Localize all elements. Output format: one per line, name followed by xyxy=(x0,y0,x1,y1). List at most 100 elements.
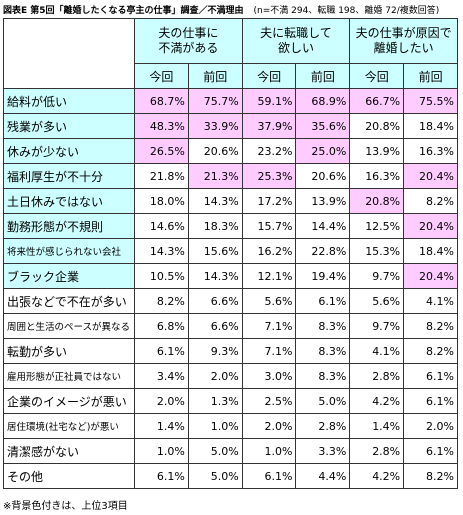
value-cell: 16.2% xyxy=(241,238,297,264)
value-cell: 12.5% xyxy=(349,213,405,239)
data-row: 勤務形態が不規則 14.6% 18.3% 15.7% 14.4% 12.5% 20.4% xyxy=(3,213,458,239)
data-row: 雇用形態が正社員ではない 3.4% 2.0% 3.0% 8.3% 2.8% 6.1% xyxy=(3,363,458,389)
value-cell: 13.9% xyxy=(349,138,405,164)
row-label: 清潔感がない xyxy=(3,438,135,464)
value-cell: 17.2% xyxy=(241,188,297,214)
value-cell: 2.0% xyxy=(187,363,243,389)
value-cell: 14.3% xyxy=(187,188,243,214)
sample-note: (n=不満 294、転職 198、離婚 72/複数回答) xyxy=(253,6,440,16)
group-header: 夫に転職して 欲しい xyxy=(241,18,351,64)
value-cell: 2.0% xyxy=(241,413,297,439)
subheader: 前回 xyxy=(295,63,351,89)
value-cell: 6.1% xyxy=(295,288,351,314)
value-cell: 5.0% xyxy=(187,463,243,489)
value-cell: 5.0% xyxy=(187,438,243,464)
value-cell: 15.6% xyxy=(187,238,243,264)
value-cell: 15.3% xyxy=(349,238,405,264)
data-row: 転勤が多い 6.1% 9.3% 7.1% 8.3% 4.1% 8.2% xyxy=(3,338,458,364)
data-row: ブラック企業 10.5% 14.3% 12.1% 19.4% 9.7% 20.4% xyxy=(3,263,458,289)
value-cell: 2.5% xyxy=(241,388,297,414)
value-cell: 37.9% xyxy=(241,113,297,139)
value-cell: 8.3% xyxy=(295,313,351,339)
row-label: 出張などで不在が多い xyxy=(3,288,135,314)
row-label: 居住環境(社宅など)が悪い xyxy=(3,413,135,439)
value-cell: 8.2% xyxy=(403,313,458,339)
value-cell: 1.0% xyxy=(134,438,189,464)
value-cell: 59.1% xyxy=(241,88,297,114)
value-cell: 9.7% xyxy=(349,313,405,339)
data-row: 企業のイメージが悪い 2.0% 1.3% 2.5% 5.0% 4.2% 6.1% xyxy=(3,388,458,414)
table: 夫の仕事に 不満がある 夫に転職して 欲しい 夫の仕事が原因で 離婚したい 今回 前回今… xyxy=(3,18,458,489)
value-cell: 20.6% xyxy=(187,138,243,164)
row-label: その他 xyxy=(3,463,135,489)
row-label: 勤務形態が不規則 xyxy=(3,213,135,239)
value-cell: 2.8% xyxy=(295,413,351,439)
value-cell: 21.3% xyxy=(187,163,243,189)
subheader: 前回 xyxy=(403,63,458,89)
value-cell: 6.1% xyxy=(241,463,297,489)
value-cell: 2.8% xyxy=(349,363,405,389)
value-cell: 68.7% xyxy=(134,88,189,114)
data-row: 休みが少ない 26.5% 20.6% 23.2% 25.0% 13.9% 16.3% xyxy=(3,138,458,164)
row-label: 福利厚生が不十分 xyxy=(3,163,135,189)
row-label: 雇用形態が正社員ではない xyxy=(3,363,135,389)
data-row: 清潔感がない 1.0% 5.0% 1.0% 3.3% 2.8% 6.1% xyxy=(3,438,458,464)
value-cell: 21.8% xyxy=(134,163,189,189)
value-cell: 7.1% xyxy=(241,338,297,364)
value-cell: 6.1% xyxy=(134,338,189,364)
value-cell: 1.3% xyxy=(187,388,243,414)
value-cell: 5.6% xyxy=(349,288,405,314)
value-cell: 20.4% xyxy=(403,263,458,289)
row-label: 企業のイメージが悪い xyxy=(3,388,135,414)
value-cell: 10.5% xyxy=(134,263,189,289)
data-row: 出張などで不在が多い 8.2% 6.6% 5.6% 6.1% 5.6% 4.1% xyxy=(3,288,458,314)
group-header-row: 夫の仕事に 不満がある 夫に転職して 欲しい 夫の仕事が原因で 離婚したい xyxy=(3,18,458,89)
value-cell: 2.8% xyxy=(349,438,405,464)
subheader-row: 今回 前回 今回 前回 今回 前回 xyxy=(4,63,458,89)
value-cell: 7.1% xyxy=(241,313,297,339)
value-cell: 4.2% xyxy=(349,388,405,414)
value-cell: 4.2% xyxy=(349,463,405,489)
row-label: ブラック企業 xyxy=(3,263,135,289)
value-cell: 3.4% xyxy=(134,363,189,389)
value-cell: 14.4% xyxy=(295,213,351,239)
value-cell: 6.8% xyxy=(134,313,189,339)
value-cell: 20.6% xyxy=(295,163,351,189)
value-cell: 25.3% xyxy=(241,163,297,189)
value-cell: 18.0% xyxy=(134,188,189,214)
data-row: 将来性が感じられない会社 14.3% 15.6% 16.2% 22.8% 15.3% 18.… xyxy=(3,238,458,264)
value-cell: 8.2% xyxy=(403,463,458,489)
value-cell: 8.2% xyxy=(403,188,458,214)
value-cell: 75.7% xyxy=(187,88,243,114)
value-cell: 6.1% xyxy=(403,438,458,464)
data-row: 土日休みではない 18.0% 14.3% 17.2% 13.9% 20.8% 8.2% xyxy=(3,188,458,214)
value-cell: 13.9% xyxy=(295,188,351,214)
value-cell: 4.4% xyxy=(295,463,351,489)
value-cell: 6.1% xyxy=(134,463,189,489)
value-cell: 23.2% xyxy=(241,138,297,164)
value-cell: 48.3% xyxy=(134,113,189,139)
value-cell: 16.3% xyxy=(403,138,458,164)
value-cell: 18.3% xyxy=(187,213,243,239)
value-cell: 12.1% xyxy=(241,263,297,289)
value-cell: 4.1% xyxy=(349,338,405,364)
value-cell: 18.4% xyxy=(403,113,458,139)
header: 図表E 第5回「離婚したくなる亭主の仕事」調査／不満理由 (n=不満 294、転職… xyxy=(3,3,439,16)
value-cell: 33.9% xyxy=(187,113,243,139)
value-cell: 6.6% xyxy=(187,288,243,314)
value-cell: 2.0% xyxy=(403,413,458,439)
subheader: 今回 xyxy=(134,63,189,89)
value-cell: 14.3% xyxy=(187,263,243,289)
value-cell: 8.2% xyxy=(134,288,189,314)
subheader: 今回 xyxy=(241,63,297,89)
value-cell: 3.3% xyxy=(295,438,351,464)
value-cell: 20.4% xyxy=(403,213,458,239)
value-cell: 15.7% xyxy=(241,213,297,239)
value-cell: 14.6% xyxy=(134,213,189,239)
value-cell: 68.9% xyxy=(295,88,351,114)
row-label: 給料が低い xyxy=(3,88,135,114)
data-row: 福利厚生が不十分 21.8% 21.3% 25.3% 20.6% 16.3% 20.4% xyxy=(3,163,458,189)
row-label: 土日休みではない xyxy=(3,188,135,214)
value-cell: 18.4% xyxy=(403,238,458,264)
value-cell: 20.8% xyxy=(349,113,405,139)
